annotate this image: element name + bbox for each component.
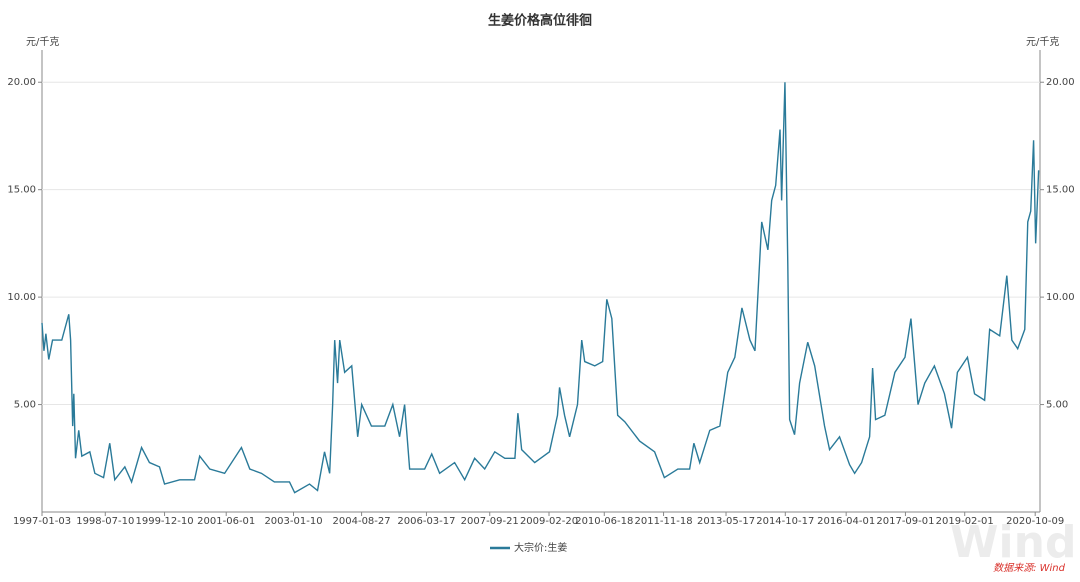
x-tick-label: 2010-06-18	[575, 516, 633, 527]
y2-tick-label: 20.00	[1046, 77, 1075, 88]
x-tick-label: 2001-06-01	[197, 516, 255, 527]
x-tick-label: 2017-09-01	[876, 516, 934, 527]
x-tick-label: 2019-02-01	[936, 516, 994, 527]
x-tick-label: 2006-03-17	[397, 516, 455, 527]
x-tick-label: 2014-10-17	[756, 516, 814, 527]
y2-tick-label: 10.00	[1046, 292, 1075, 303]
watermark: Wind	[950, 517, 1076, 568]
y2-tick-label: 15.00	[1046, 185, 1075, 196]
x-tick-label: 1997-01-03	[13, 516, 71, 527]
y-axis-label: 元/千克	[26, 36, 59, 48]
source: 数据来源: Wind	[993, 562, 1066, 574]
x-tick-label: 2020-10-09	[1006, 516, 1064, 527]
x-tick-label: 2003-01-10	[264, 516, 322, 527]
x-tick-label: 2007-09-21	[461, 516, 519, 527]
series-line	[41, 82, 1040, 494]
x-tick-label: 2011-11-18	[634, 516, 692, 527]
x-tick-label: 2004-08-27	[333, 516, 391, 527]
y-tick-label: 5.00	[14, 400, 36, 411]
x-tick-label: 2013-05-17	[697, 516, 755, 527]
y-tick-label: 15.00	[7, 185, 36, 196]
y-tick-label: 20.00	[7, 77, 36, 88]
chart-title: 生姜价格高位徘徊	[488, 13, 592, 29]
y2-axis-label: 元/千克	[1026, 36, 1059, 48]
y-tick-label: 10.00	[7, 292, 36, 303]
x-tick-label: 1999-12-10	[135, 516, 193, 527]
legend-label: 大宗价:生姜	[514, 541, 567, 554]
x-tick-label: 2009-02-20	[520, 516, 578, 527]
x-tick-label: 2016-04-01	[817, 516, 875, 527]
x-tick-label: 1998-07-10	[76, 516, 134, 527]
y2-tick-label: 5.00	[1046, 400, 1068, 411]
